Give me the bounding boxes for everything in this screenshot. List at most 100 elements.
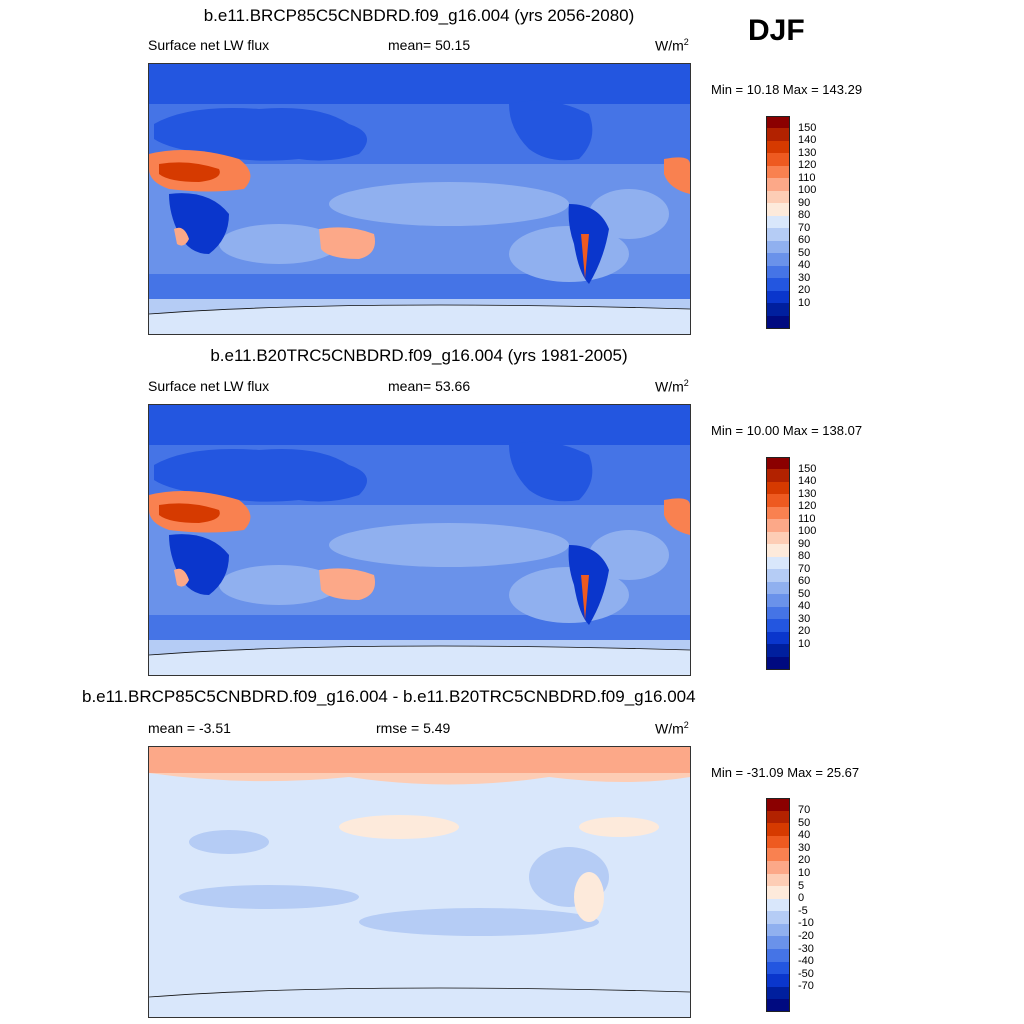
colorbar-swatch [766, 594, 790, 608]
colorbar-label: 0 [798, 892, 805, 905]
colorbar-swatch [766, 128, 790, 142]
colorbar-swatch [766, 644, 790, 658]
colorbar-label: 90 [798, 196, 811, 209]
colorbar-swatch [766, 898, 790, 912]
colorbar-label: -40 [798, 955, 814, 968]
colorbar-swatch [766, 810, 790, 824]
panel-3-map [148, 746, 691, 1018]
colorbar-label: 40 [798, 829, 811, 842]
colorbar-swatch [766, 178, 790, 192]
colorbar-label: 90 [798, 537, 811, 550]
colorbar-label: 120 [798, 159, 817, 172]
season-label: DJF [748, 14, 805, 47]
panel-3-map-field [149, 747, 690, 1017]
panel-2-map-field [149, 405, 690, 675]
panel-2-units: W/m2 [655, 378, 689, 395]
colorbar-label: 30 [798, 841, 811, 854]
panel-2-mean-label: mean= 53.66 [388, 378, 471, 394]
colorbar-swatch [766, 581, 790, 595]
colorbar-swatch [766, 153, 790, 167]
panel-3-minmax: Min = -31.09 Max = 25.67 [711, 765, 860, 780]
colorbar-swatch [766, 631, 790, 645]
colorbar-swatch [766, 999, 790, 1013]
colorbar-label: 20 [798, 625, 811, 638]
colorbar-swatch [766, 544, 790, 558]
panel-1-colorbar: 150 140 130 120 110 100 90 80 70 60 50 40 30 20 10 [766, 116, 836, 329]
colorbar-label: -30 [798, 942, 814, 955]
panel-2-map [148, 404, 691, 676]
colorbar-swatch [766, 506, 790, 520]
colorbar-label: -10 [798, 917, 814, 930]
colorbar-swatch [766, 253, 790, 267]
colorbar-label: 10 [798, 637, 811, 650]
colorbar-label: 50 [798, 587, 811, 600]
colorbar-swatch [766, 481, 790, 495]
colorbar-label: 5 [798, 879, 805, 892]
panel-3-colorbar: 70 50 40 30 20 10 5 0 -5 -10 -20 -30 -40 -50 -70 [766, 798, 836, 1013]
colorbar-label: 150 [798, 462, 817, 475]
colorbar-label: 80 [798, 209, 811, 222]
colorbar-label: 150 [798, 121, 817, 134]
colorbar-swatch [766, 265, 790, 279]
colorbar-swatch [766, 835, 790, 849]
colorbar-swatch [766, 315, 790, 329]
panel-1-map [148, 63, 691, 335]
panel-1-variable-label: Surface net LW flux [148, 37, 270, 53]
colorbar-label: 110 [798, 171, 816, 184]
colorbar-swatch [766, 923, 790, 937]
colorbar-label: 10 [798, 867, 811, 880]
colorbar-swatch [766, 961, 790, 975]
colorbar-swatch [766, 606, 790, 620]
colorbar-swatch [766, 873, 790, 887]
colorbar-label: 10 [798, 296, 811, 309]
colorbar-label: 70 [798, 804, 811, 817]
colorbar-swatch [766, 494, 790, 508]
colorbar-label: 30 [798, 271, 811, 284]
panel-2-colorbar: 150 140 130 120 110 100 90 80 70 60 50 40 30 20 10 [766, 457, 836, 670]
panel-1-units: W/m2 [655, 37, 689, 54]
colorbar-swatch [766, 986, 790, 1000]
colorbar-swatch [766, 278, 790, 292]
panel-2-variable-label: Surface net LW flux [148, 378, 270, 394]
colorbar-swatch [766, 974, 790, 988]
colorbar-swatch [766, 228, 790, 242]
panel-1-map-field [149, 64, 690, 334]
colorbar-label: -70 [798, 980, 814, 993]
colorbar-swatch [766, 656, 790, 670]
colorbar-swatch [766, 911, 790, 925]
colorbar-swatch [766, 798, 790, 811]
colorbar-swatch [766, 215, 790, 229]
colorbar-swatch [766, 531, 790, 545]
colorbar-label: 140 [798, 475, 817, 488]
colorbar-label: 40 [798, 259, 811, 272]
colorbar-label: 70 [798, 562, 811, 575]
colorbar-label: 30 [798, 612, 811, 625]
colorbar-label: -5 [798, 904, 808, 917]
colorbar-swatch [766, 165, 790, 179]
panel-2-title: b.e11.B20TRC5CNBDRD.f09_g16.004 (yrs 198… [210, 346, 628, 365]
colorbar-swatch [766, 949, 790, 963]
colorbar-label: 20 [798, 284, 811, 297]
colorbar-swatch [766, 240, 790, 254]
panel-3-title: b.e11.BRCP85C5CNBDRD.f09_g16.004 - b.e11… [82, 687, 696, 706]
colorbar-swatch [766, 290, 790, 304]
colorbar-label: 110 [798, 512, 816, 525]
colorbar-label: 50 [798, 816, 811, 829]
colorbar-label: 140 [798, 134, 817, 147]
colorbar-label: 70 [798, 221, 811, 234]
colorbar-swatch [766, 823, 790, 837]
colorbar-label: 20 [798, 854, 811, 867]
colorbar-label: 50 [798, 246, 811, 259]
panel-2-minmax: Min = 10.00 Max = 138.07 [711, 423, 863, 438]
colorbar-label: 100 [798, 184, 817, 197]
colorbar-swatch [766, 860, 790, 874]
colorbar-swatch [766, 619, 790, 633]
panel-3-rmse-label: rmse = 5.49 [376, 720, 451, 736]
panel-1-mean-label: mean= 50.15 [388, 37, 471, 53]
colorbar-label: 120 [798, 500, 817, 513]
colorbar-label: 100 [798, 525, 817, 538]
colorbar-swatch [766, 519, 790, 533]
colorbar-label: 80 [798, 550, 811, 563]
colorbar-swatch [766, 190, 790, 204]
colorbar-label: 130 [798, 146, 817, 159]
